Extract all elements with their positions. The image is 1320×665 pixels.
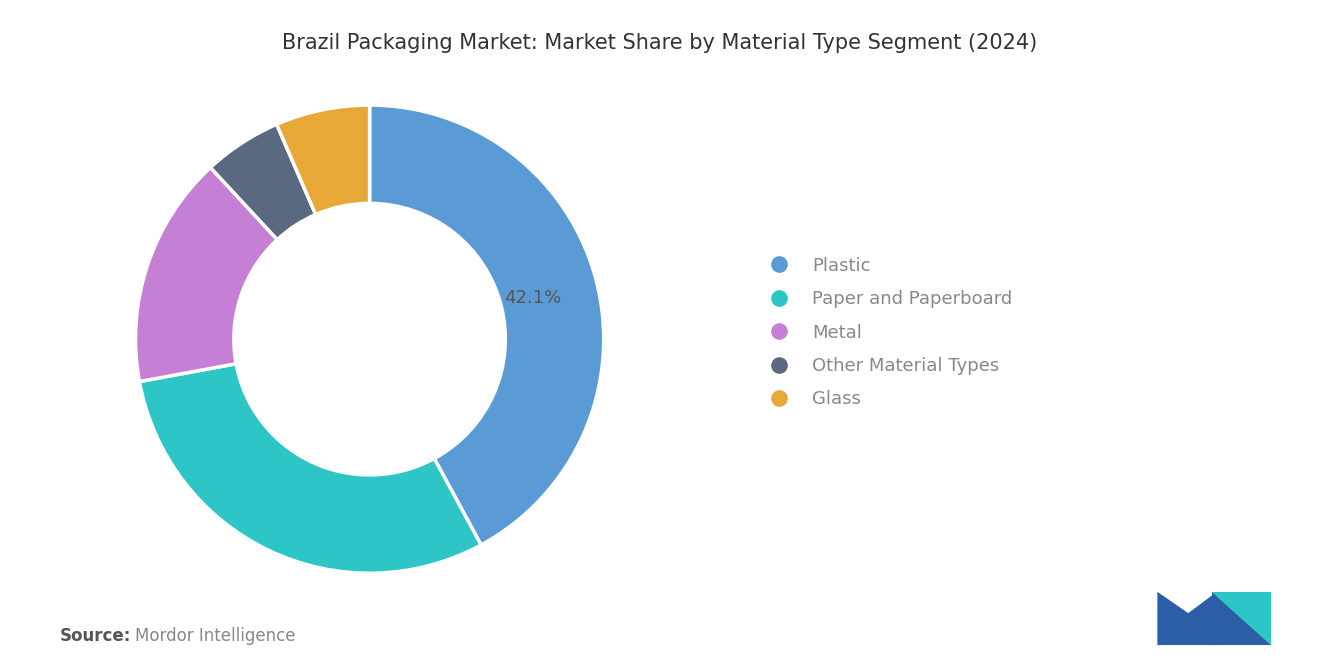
Wedge shape: [277, 105, 370, 215]
Wedge shape: [140, 364, 480, 573]
Legend: Plastic, Paper and Paperboard, Metal, Other Material Types, Glass: Plastic, Paper and Paperboard, Metal, Ot…: [762, 257, 1012, 408]
Text: 42.1%: 42.1%: [504, 289, 561, 307]
Text: Source:: Source:: [59, 627, 131, 645]
Text: Brazil Packaging Market: Market Share by Material Type Segment (2024): Brazil Packaging Market: Market Share by…: [282, 33, 1038, 53]
Polygon shape: [1158, 592, 1217, 645]
Wedge shape: [370, 105, 603, 545]
Text: Mordor Intelligence: Mordor Intelligence: [135, 627, 296, 645]
Wedge shape: [136, 168, 277, 382]
Wedge shape: [210, 124, 315, 239]
Polygon shape: [1212, 592, 1271, 645]
Polygon shape: [1212, 592, 1271, 645]
